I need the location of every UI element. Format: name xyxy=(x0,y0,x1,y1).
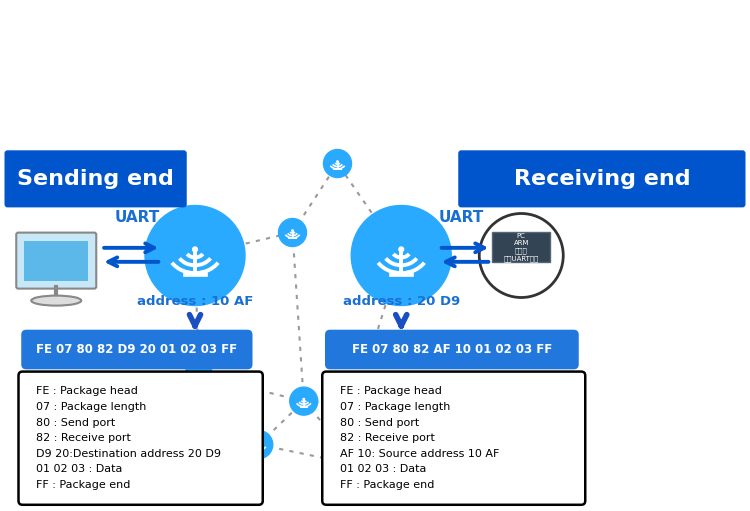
Text: FE 07 80 82 AF 10 01 02 03 FF: FE 07 80 82 AF 10 01 02 03 FF xyxy=(352,343,552,356)
Circle shape xyxy=(323,150,352,177)
Text: AF 10: Source address 10 AF: AF 10: Source address 10 AF xyxy=(340,449,500,459)
Text: address : 20 D9: address : 20 D9 xyxy=(343,295,460,308)
Text: UART: UART xyxy=(439,210,484,225)
Circle shape xyxy=(351,205,451,306)
Circle shape xyxy=(292,230,293,231)
Text: 07 : Package length: 07 : Package length xyxy=(340,402,451,412)
Circle shape xyxy=(479,214,563,297)
FancyBboxPatch shape xyxy=(325,330,579,369)
Circle shape xyxy=(432,436,460,463)
FancyBboxPatch shape xyxy=(21,330,253,369)
Text: 80 : Send port: 80 : Send port xyxy=(37,417,116,428)
FancyBboxPatch shape xyxy=(16,233,96,289)
Circle shape xyxy=(145,205,245,306)
Circle shape xyxy=(184,362,213,389)
Circle shape xyxy=(193,247,197,252)
FancyBboxPatch shape xyxy=(19,371,262,505)
FancyBboxPatch shape xyxy=(4,150,187,207)
Circle shape xyxy=(446,447,447,449)
Circle shape xyxy=(290,387,318,415)
Circle shape xyxy=(410,395,438,423)
Text: PC
ARM
单片机
其他UART设备: PC ARM 单片机 其他UART设备 xyxy=(503,233,539,262)
Text: FF : Package end: FF : Package end xyxy=(340,480,435,490)
Circle shape xyxy=(490,468,492,469)
Circle shape xyxy=(382,468,383,469)
Circle shape xyxy=(340,442,342,444)
Text: 01 02 03 : Data: 01 02 03 : Data xyxy=(340,464,427,475)
FancyBboxPatch shape xyxy=(24,241,88,281)
Text: Receiving end: Receiving end xyxy=(514,169,690,189)
Text: UART: UART xyxy=(115,210,160,225)
Circle shape xyxy=(258,442,260,444)
Text: 82 : Receive port: 82 : Receive port xyxy=(37,433,131,443)
Circle shape xyxy=(244,431,273,458)
Text: 82 : Receive port: 82 : Receive port xyxy=(340,433,435,443)
FancyBboxPatch shape xyxy=(458,150,746,207)
Circle shape xyxy=(303,399,304,400)
Text: FF : Package end: FF : Package end xyxy=(37,480,130,490)
Text: 80 : Send port: 80 : Send port xyxy=(340,417,419,428)
Circle shape xyxy=(477,456,506,484)
Text: FE 07 80 82 D9 20 01 02 03 FF: FE 07 80 82 D9 20 01 02 03 FF xyxy=(36,343,238,356)
Circle shape xyxy=(399,247,404,252)
Text: Sending end: Sending end xyxy=(17,169,174,189)
Text: FE : Package head: FE : Package head xyxy=(37,386,138,396)
Text: address : 10 AF: address : 10 AF xyxy=(136,295,254,308)
Text: 01 02 03 : Data: 01 02 03 : Data xyxy=(37,464,123,475)
Circle shape xyxy=(327,431,356,458)
Circle shape xyxy=(368,456,397,484)
FancyBboxPatch shape xyxy=(322,371,585,505)
Circle shape xyxy=(337,161,338,162)
Circle shape xyxy=(423,406,424,408)
Text: D9 20:Destination address 20 D9: D9 20:Destination address 20 D9 xyxy=(37,449,221,459)
Circle shape xyxy=(278,219,307,246)
Circle shape xyxy=(198,373,200,375)
Text: FE : Package head: FE : Package head xyxy=(340,386,442,396)
FancyBboxPatch shape xyxy=(492,233,550,263)
Text: 07 : Package length: 07 : Package length xyxy=(37,402,147,412)
Ellipse shape xyxy=(32,295,81,306)
